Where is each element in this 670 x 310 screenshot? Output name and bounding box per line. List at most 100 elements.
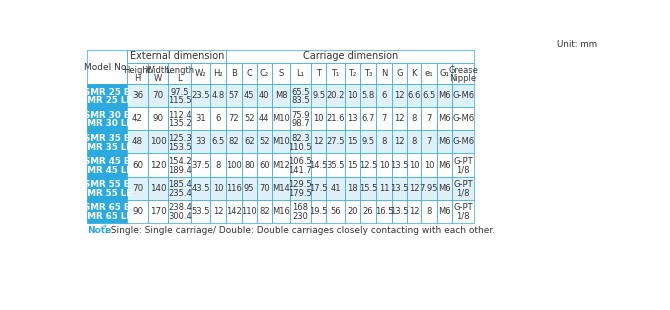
Text: SMR 25 LE: SMR 25 LE	[81, 96, 133, 105]
Bar	[392, 63, 407, 84]
Bar	[326, 177, 345, 200]
Bar	[437, 200, 452, 223]
Text: SMR 65 LE: SMR 65 LE	[81, 212, 133, 221]
Bar	[127, 131, 148, 153]
Bar	[168, 200, 192, 223]
Bar	[127, 84, 148, 107]
Text: 112.4: 112.4	[168, 111, 192, 120]
Bar	[148, 153, 168, 177]
Bar	[452, 63, 474, 84]
Bar	[345, 200, 360, 223]
Text: T₃: T₃	[364, 69, 372, 78]
Text: 100: 100	[150, 137, 167, 146]
Text: SMR 35 E: SMR 35 E	[84, 134, 130, 143]
Bar	[326, 131, 345, 153]
Text: 10: 10	[347, 91, 358, 100]
Text: H₂: H₂	[214, 69, 223, 78]
Text: 44: 44	[259, 114, 269, 123]
Bar	[87, 84, 127, 107]
Bar	[87, 131, 127, 153]
Bar	[421, 63, 437, 84]
Text: M10: M10	[272, 137, 290, 146]
Bar	[210, 107, 226, 131]
Text: 106.5: 106.5	[289, 157, 312, 166]
Text: 141.7: 141.7	[289, 166, 312, 175]
Text: SMR 55 E: SMR 55 E	[84, 180, 130, 189]
Text: M8: M8	[275, 91, 287, 100]
Text: 36: 36	[132, 91, 143, 100]
Text: 13: 13	[347, 114, 358, 123]
Bar	[437, 84, 452, 107]
Bar	[407, 153, 421, 177]
Text: 14.5: 14.5	[310, 161, 328, 170]
Text: 6.7: 6.7	[361, 114, 375, 123]
Bar	[148, 131, 168, 153]
Text: Model No.: Model No.	[84, 63, 129, 72]
Text: SMR 45 LE: SMR 45 LE	[81, 166, 133, 175]
Text: 154.2: 154.2	[168, 157, 192, 166]
Bar	[210, 131, 226, 153]
Bar	[311, 131, 326, 153]
Bar	[242, 63, 257, 84]
Text: 70: 70	[259, 184, 269, 193]
Text: 45: 45	[244, 91, 255, 100]
Text: 82: 82	[259, 207, 269, 216]
Text: C: C	[247, 69, 252, 78]
Text: 9.5: 9.5	[312, 91, 325, 100]
Bar	[210, 153, 226, 177]
Bar	[148, 63, 168, 84]
Text: 6.5: 6.5	[212, 137, 225, 146]
Bar	[437, 63, 452, 84]
Text: 65.5: 65.5	[291, 88, 310, 97]
Text: SMR 30 LE: SMR 30 LE	[81, 119, 133, 128]
Bar	[168, 177, 192, 200]
Bar	[326, 84, 345, 107]
Text: 12: 12	[395, 137, 405, 146]
Text: 37.5: 37.5	[192, 161, 210, 170]
Bar	[272, 131, 290, 153]
Text: 31: 31	[196, 114, 206, 123]
Bar	[290, 177, 311, 200]
Text: G-M6: G-M6	[452, 114, 474, 123]
Bar	[326, 153, 345, 177]
Bar	[242, 153, 257, 177]
Text: 97.5: 97.5	[171, 88, 189, 97]
Bar	[226, 107, 242, 131]
Text: 42: 42	[132, 114, 143, 123]
Bar	[210, 177, 226, 200]
Text: 116: 116	[226, 184, 242, 193]
Text: W: W	[154, 74, 162, 83]
Bar	[192, 177, 210, 200]
Text: 41: 41	[330, 184, 341, 193]
Bar	[290, 84, 311, 107]
Bar	[290, 200, 311, 223]
Bar	[452, 153, 474, 177]
Bar	[452, 177, 474, 200]
Bar	[272, 200, 290, 223]
Text: 62: 62	[244, 137, 255, 146]
Text: C₂: C₂	[260, 69, 269, 78]
Text: M14: M14	[272, 184, 290, 193]
Text: G₁: G₁	[440, 69, 450, 78]
Text: 12: 12	[395, 91, 405, 100]
Text: 168: 168	[292, 203, 308, 212]
Bar	[192, 131, 210, 153]
Bar	[311, 177, 326, 200]
Text: M6: M6	[438, 137, 451, 146]
Text: 16.5: 16.5	[375, 207, 393, 216]
Text: 140: 140	[150, 184, 166, 193]
Bar	[257, 63, 272, 84]
Text: 238.4: 238.4	[168, 203, 192, 212]
Text: Width: Width	[146, 66, 170, 75]
Text: 12.5: 12.5	[358, 161, 377, 170]
Bar	[376, 84, 392, 107]
Bar	[360, 84, 376, 107]
Text: SMR 65 E: SMR 65 E	[84, 203, 130, 212]
Text: 10: 10	[423, 161, 434, 170]
Bar	[290, 107, 311, 131]
Bar	[192, 63, 210, 84]
Bar	[272, 107, 290, 131]
Bar	[87, 50, 127, 84]
Bar	[168, 84, 192, 107]
Bar	[345, 107, 360, 131]
